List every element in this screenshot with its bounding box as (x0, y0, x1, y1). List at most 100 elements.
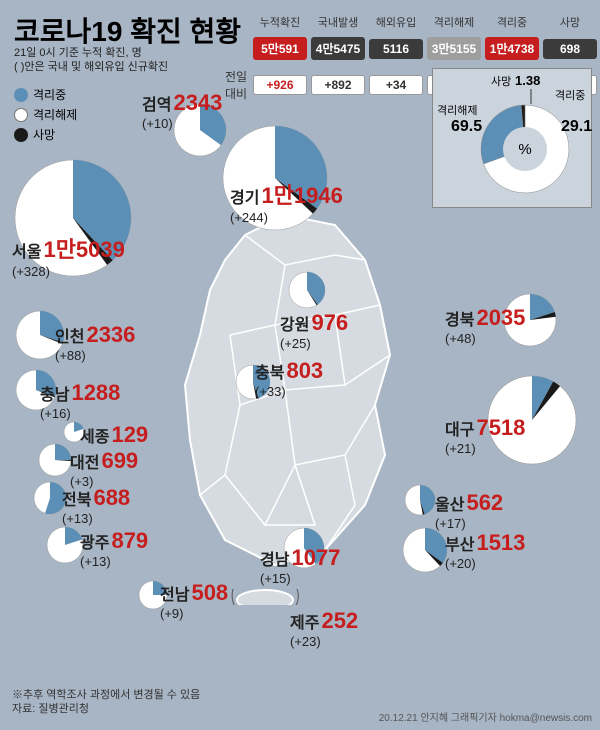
stats-headers: 누적확진국내발생해외유입격리해제격리중사망 (222, 12, 598, 32)
region-gangwon: 강원976(+25) (280, 310, 348, 351)
region-new: (+328) (12, 264, 125, 279)
region-new: (+15) (260, 571, 340, 586)
region-name: 검역 (142, 97, 171, 114)
region-name: 울산 (435, 497, 464, 514)
region-new: (+20) (445, 556, 525, 571)
donut-r-label: 격리해제 (437, 103, 477, 117)
stat-prev-pill: +926 (253, 75, 307, 95)
stat-pill: 3만5155 (427, 37, 481, 60)
region-new: (+16) (40, 406, 120, 421)
donut-center: % (518, 141, 531, 158)
stat-header: 사망 (542, 12, 598, 32)
vs-prev-label: 전일대비 (222, 65, 250, 105)
region-name: 충북 (255, 365, 284, 382)
region-val: 2336 (86, 322, 135, 347)
region-name: 전북 (62, 492, 91, 509)
credit: 20.12.21 안지혜 그래픽기자 hokma@newsis.com (379, 709, 592, 724)
stat-header: 누적확진 (252, 12, 308, 32)
region-new: (+9) (160, 606, 228, 621)
legend-released: 격리해제 (14, 106, 77, 123)
region-val: 688 (93, 485, 130, 510)
region-name: 대전 (70, 455, 99, 472)
region-name: 경기 (230, 190, 259, 207)
region-gwangju: 광주879(+13) (80, 528, 148, 569)
region-val: 1077 (291, 545, 340, 570)
region-val: 7518 (476, 415, 525, 440)
legend: 격리중 격리해제 사망 (14, 86, 77, 146)
stat-prev-pill: +34 (369, 75, 423, 95)
pie-daejeon (39, 444, 71, 481)
region-val: 976 (311, 310, 348, 335)
region-new: (+23) (290, 634, 358, 649)
donut-q-val: 29.1 (561, 118, 592, 135)
stat-prev-pill: +892 (311, 75, 365, 95)
donut-death-label: 사망 (491, 75, 511, 88)
stat-header: 해외유입 (368, 12, 424, 32)
region-quarantine: 검역2343(+10) (142, 90, 222, 131)
region-name: 대구 (445, 422, 474, 439)
region-chungnam: 충남1288(+16) (40, 380, 120, 421)
legend-quarantine: 격리중 (14, 86, 77, 103)
legend-dot-quarantine (14, 88, 28, 102)
pie-busan (403, 528, 447, 577)
region-gyeonggi: 경기1만1946(+244) (230, 178, 343, 225)
region-val: 1513 (476, 530, 525, 555)
national-donut: % 사망 1.38 격리중 29.1 격리해제 69.5 (433, 69, 593, 209)
region-new: (+13) (62, 511, 130, 526)
region-new: (+13) (80, 554, 148, 569)
region-busan: 부산1513(+20) (445, 530, 525, 571)
region-jeonnam: 전남508(+9) (160, 580, 228, 621)
legend-dot-released (14, 108, 28, 122)
region-seoul: 서울1만5039(+328) (12, 232, 125, 279)
region-val: 2035 (476, 305, 525, 330)
stat-pill: 1만4738 (485, 37, 539, 60)
region-daegu: 대구7518(+21) (445, 415, 525, 456)
region-name: 경남 (260, 552, 289, 569)
legend-label-released: 격리해제 (33, 106, 77, 123)
stat-pill: 698 (543, 39, 597, 59)
region-val: 562 (466, 490, 503, 515)
legend-dot-death (14, 128, 28, 142)
stat-pill: 4만5475 (311, 37, 365, 60)
legend-label-death: 사망 (33, 126, 55, 143)
region-val: 1만1946 (261, 183, 342, 208)
region-name: 충남 (40, 387, 69, 404)
stat-header: 국내발생 (310, 12, 366, 32)
region-daejeon: 대전699(+3) (70, 448, 138, 489)
region-val: 1288 (71, 380, 120, 405)
region-chungbuk: 충북803(+33) (255, 358, 323, 399)
region-new: (+48) (445, 331, 525, 346)
region-incheon: 인천2336(+88) (55, 322, 135, 363)
source: 자료: 질병관리청 (12, 700, 89, 716)
region-jeju: 제주252(+23) (290, 608, 358, 649)
stats-cumulative: 5만5914만547551163만51551만4738698 (222, 34, 598, 63)
region-val: 2343 (173, 90, 222, 115)
stat-pill: 5만591 (253, 37, 307, 60)
region-name: 광주 (80, 535, 109, 552)
region-val: 699 (101, 448, 138, 473)
donut-r-val: 69.5 (451, 118, 482, 135)
region-sejong: 세종129 (80, 422, 148, 448)
region-val: 252 (321, 608, 358, 633)
region-name: 강원 (280, 317, 309, 334)
region-name: 세종 (80, 429, 109, 446)
stat-header: 격리해제 (426, 12, 482, 32)
region-ulsan: 울산562(+17) (435, 490, 503, 531)
region-new: (+21) (445, 441, 525, 456)
legend-death: 사망 (14, 126, 77, 143)
subtitle2: ( )안은 국내 및 해외유입 신규확진 (14, 58, 168, 74)
region-gyeongbuk: 경북2035(+48) (445, 305, 525, 346)
donut-death-val: 1.38 (515, 73, 540, 88)
pie-gwangju (47, 527, 83, 568)
region-val: 129 (111, 422, 148, 447)
region-name: 부산 (445, 537, 474, 554)
pie-gangwon (289, 272, 325, 313)
stat-header: 격리중 (484, 12, 540, 32)
region-val: 803 (286, 358, 323, 383)
region-name: 서울 (12, 244, 41, 261)
region-name: 제주 (290, 615, 319, 632)
donut-q-label: 격리중 (555, 89, 585, 102)
jeju-island (237, 590, 293, 605)
region-new: (+25) (280, 336, 348, 351)
region-val: 879 (111, 528, 148, 553)
